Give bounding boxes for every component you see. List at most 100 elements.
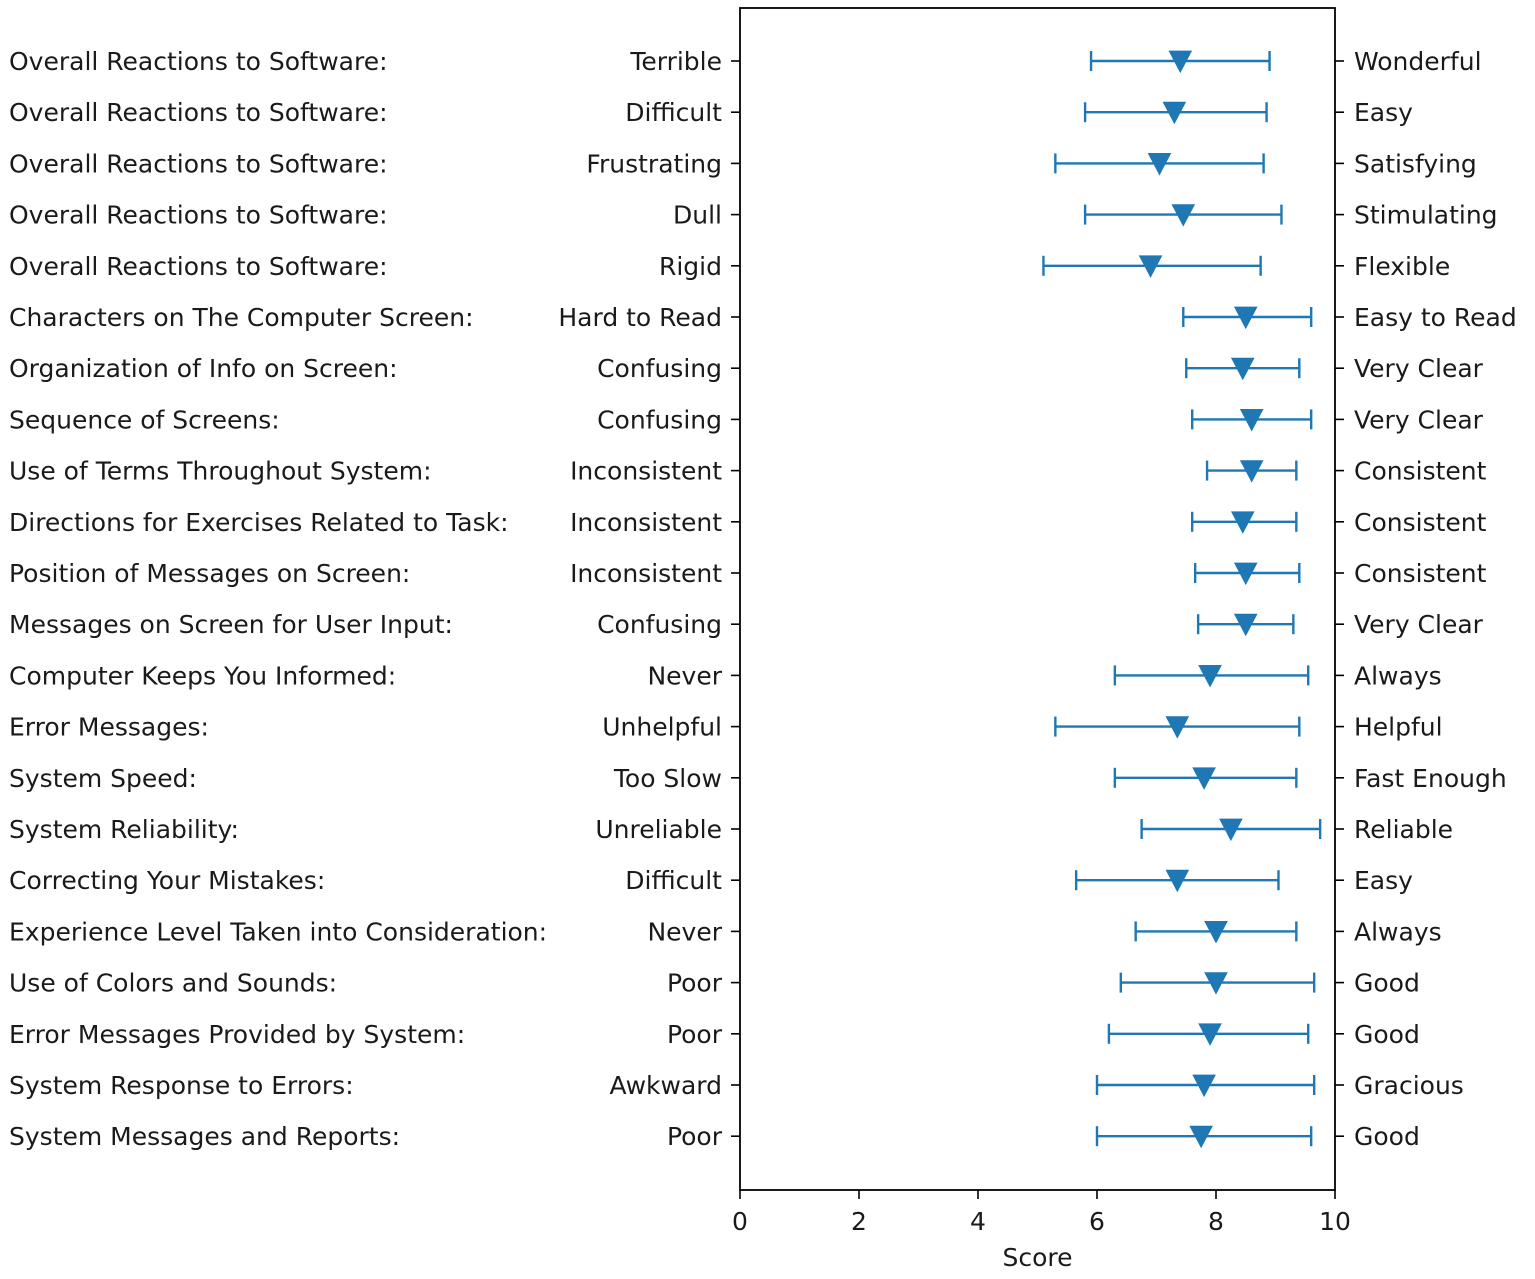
- x-tick-label: 10: [1319, 1207, 1351, 1236]
- low-anchor-label: Inconsistent: [570, 559, 722, 588]
- high-anchor-label: Good: [1354, 1020, 1420, 1049]
- low-anchor-label: Poor: [667, 969, 723, 998]
- plot-frame: [739, 7, 1336, 1191]
- low-anchor-label: Poor: [667, 1020, 723, 1049]
- high-anchor-label: Fast Enough: [1354, 764, 1507, 793]
- high-anchor-label: Flexible: [1354, 252, 1450, 281]
- x-tick-label: 6: [1089, 1207, 1105, 1236]
- mean-marker: [1233, 562, 1258, 586]
- category-label: Overall Reactions to Software:: [9, 149, 388, 178]
- high-anchor-label: Good: [1354, 969, 1420, 998]
- low-anchor-label: Confusing: [597, 610, 722, 639]
- mean-marker: [1204, 972, 1228, 995]
- mean-marker: [1204, 921, 1228, 944]
- category-label: Directions for Exercises Related to Task…: [9, 508, 509, 537]
- low-anchor-label: Never: [647, 917, 722, 946]
- low-anchor-label: Rigid: [659, 252, 722, 281]
- high-anchor-label: Helpful: [1354, 713, 1443, 742]
- x-axis: 0 2 4 6 8 10: [732, 1190, 1351, 1236]
- category-label: Experience Level Taken into Consideratio…: [9, 917, 547, 946]
- mean-marker: [1165, 869, 1190, 893]
- low-anchor-label: Inconsistent: [570, 508, 722, 537]
- chart-rows: Overall Reactions to Software: Terrible Wo…: [9, 47, 1517, 1151]
- mean-marker: [1165, 716, 1190, 739]
- x-tick-label: 8: [1208, 1207, 1224, 1236]
- low-anchor-label: Never: [647, 661, 722, 690]
- category-label: Overall Reactions to Software:: [9, 201, 388, 230]
- high-anchor-label: Reliable: [1354, 815, 1453, 844]
- category-label: Messages on Screen for User Input:: [9, 610, 453, 639]
- mean-marker: [1138, 255, 1163, 278]
- low-anchor-label: Poor: [667, 1122, 723, 1151]
- high-anchor-label: Very Clear: [1354, 354, 1484, 383]
- low-anchor-label: Difficult: [625, 866, 722, 895]
- high-anchor-label: Always: [1354, 917, 1442, 946]
- category-label: Sequence of Screens:: [9, 405, 280, 434]
- high-anchor-label: Stimulating: [1354, 201, 1498, 230]
- mean-marker: [1147, 153, 1172, 176]
- category-label: System Response to Errors:: [9, 1071, 354, 1100]
- high-anchor-label: Very Clear: [1354, 610, 1484, 639]
- mean-marker: [1230, 357, 1255, 381]
- low-anchor-label: Difficult: [625, 98, 722, 127]
- category-label: System Speed:: [9, 764, 197, 793]
- mean-marker: [1233, 306, 1258, 330]
- low-anchor-label: Frustrating: [586, 149, 722, 178]
- category-label: System Messages and Reports:: [9, 1122, 400, 1151]
- high-anchor-label: Easy: [1354, 98, 1413, 127]
- low-anchor-label: Inconsistent: [570, 457, 722, 486]
- category-label: Use of Colors and Sounds:: [9, 969, 337, 998]
- category-label: Use of Terms Throughout System:: [9, 457, 432, 486]
- category-label: Overall Reactions to Software:: [9, 252, 388, 281]
- low-anchor-label: Unhelpful: [602, 713, 722, 742]
- mean-marker: [1168, 50, 1193, 74]
- low-anchor-label: Awkward: [610, 1071, 723, 1100]
- category-label: Computer Keeps You Informed:: [9, 661, 396, 690]
- category-label: Error Messages:: [9, 713, 209, 742]
- low-anchor-label: Too Slow: [613, 764, 722, 793]
- mean-marker: [1189, 1125, 1213, 1149]
- x-axis-label: Score: [1002, 1243, 1072, 1272]
- high-anchor-label: Very Clear: [1354, 405, 1484, 434]
- category-label: Position of Messages on Screen:: [9, 559, 410, 588]
- low-anchor-label: Confusing: [597, 405, 722, 434]
- low-anchor-label: Hard to Read: [558, 303, 722, 332]
- x-tick-label: 0: [732, 1207, 748, 1236]
- low-anchor-label: Confusing: [597, 354, 722, 383]
- high-anchor-label: Gracious: [1354, 1071, 1464, 1100]
- mean-marker: [1198, 665, 1222, 688]
- high-anchor-label: Satisfying: [1354, 149, 1477, 178]
- mean-marker: [1219, 818, 1243, 842]
- category-label: Error Messages Provided by System:: [9, 1020, 465, 1049]
- x-tick-label: 4: [970, 1207, 986, 1236]
- high-anchor-label: Good: [1354, 1122, 1420, 1151]
- low-anchor-label: Unreliable: [595, 815, 722, 844]
- chart-marks: [1042, 50, 1322, 1149]
- mean-marker: [1239, 460, 1264, 483]
- mean-marker: [1239, 409, 1264, 432]
- high-anchor-label: Consistent: [1354, 559, 1487, 588]
- mean-marker: [1230, 511, 1255, 534]
- category-label: Overall Reactions to Software:: [9, 98, 388, 127]
- mean-marker: [1192, 1074, 1216, 1098]
- mean-marker: [1192, 767, 1216, 790]
- category-label: Characters on The Computer Screen:: [9, 303, 474, 332]
- low-anchor-label: Dull: [673, 201, 722, 230]
- mean-marker: [1162, 101, 1187, 125]
- high-anchor-label: Wonderful: [1354, 47, 1482, 76]
- category-label: System Reliability:: [9, 815, 239, 844]
- category-label: Organization of Info on Screen:: [9, 354, 398, 383]
- high-anchor-label: Consistent: [1354, 457, 1487, 486]
- category-label: Correcting Your Mistakes:: [9, 866, 325, 895]
- low-anchor-label: Terrible: [629, 47, 722, 76]
- high-anchor-label: Easy to Read: [1354, 303, 1517, 332]
- mean-marker: [1233, 613, 1258, 637]
- mean-marker: [1198, 1023, 1222, 1046]
- high-anchor-label: Easy: [1354, 866, 1413, 895]
- x-tick-label: 2: [851, 1207, 867, 1236]
- high-anchor-label: Always: [1354, 661, 1442, 690]
- mean-marker: [1171, 204, 1196, 227]
- high-anchor-label: Consistent: [1354, 508, 1487, 537]
